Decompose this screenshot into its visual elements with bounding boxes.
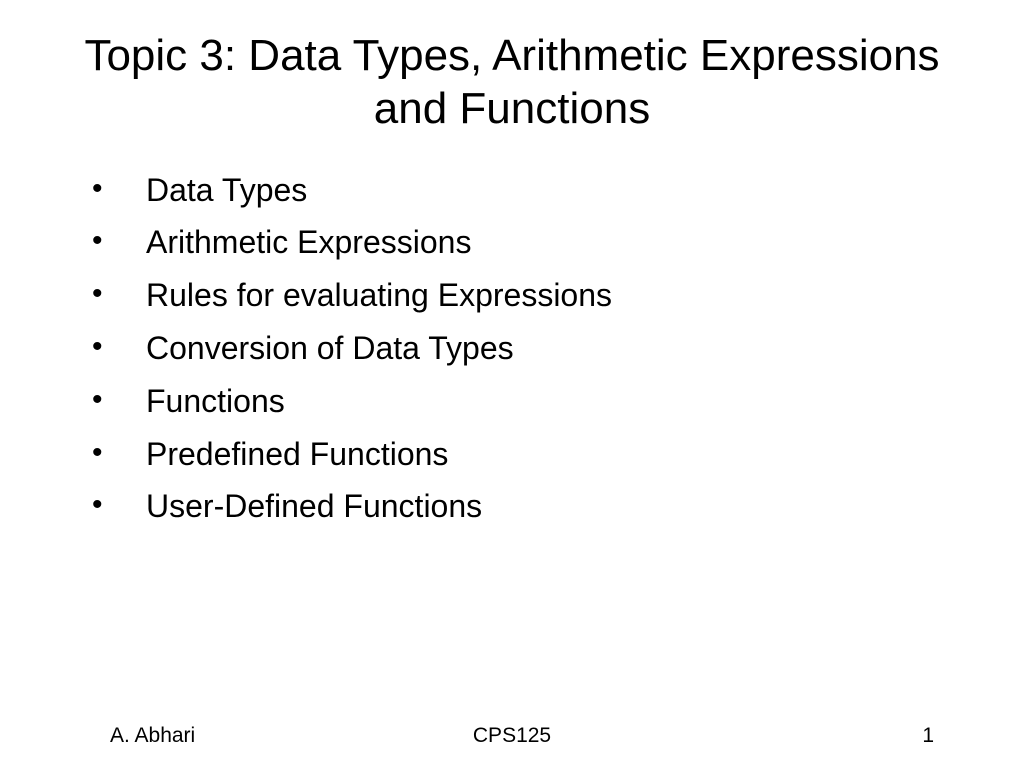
- list-item: Rules for evaluating Expressions: [92, 269, 1024, 322]
- list-item: Data Types: [92, 164, 1024, 217]
- list-item: Conversion of Data Types: [92, 322, 1024, 375]
- bullet-list: Data Types Arithmetic Expressions Rules …: [0, 164, 1024, 534]
- footer-page-number: 1: [922, 724, 934, 748]
- slide-title: Topic 3: Data Types, Arithmetic Expressi…: [0, 30, 1024, 136]
- list-item: Predefined Functions: [92, 428, 1024, 481]
- slide-footer: A. Abhari CPS125 1: [0, 724, 1024, 748]
- list-item: User-Defined Functions: [92, 480, 1024, 533]
- slide-container: Topic 3: Data Types, Arithmetic Expressi…: [0, 0, 1024, 768]
- footer-author: A. Abhari: [110, 724, 195, 748]
- footer-course: CPS125: [473, 724, 551, 748]
- list-item: Functions: [92, 375, 1024, 428]
- list-item: Arithmetic Expressions: [92, 216, 1024, 269]
